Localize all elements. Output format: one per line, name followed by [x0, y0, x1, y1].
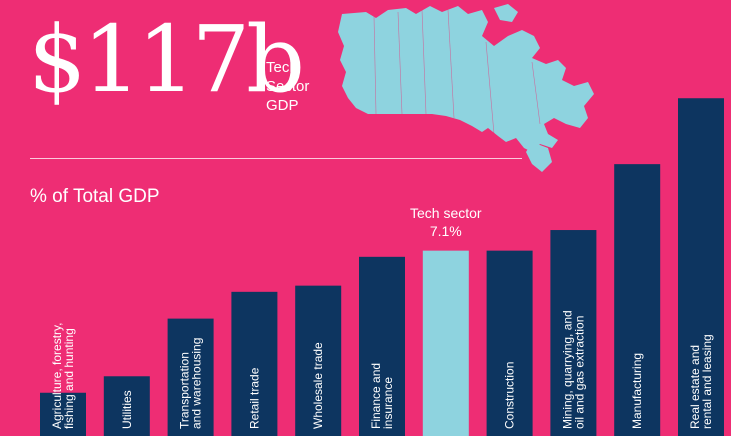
- headline-amount: $117b: [28, 6, 305, 113]
- bar-10: [678, 98, 724, 436]
- bar-5: [359, 256, 405, 436]
- bar-label-7: Construction: [503, 362, 517, 429]
- bar-label-0: Agriculture, forestry,fishing and huntin…: [50, 323, 76, 429]
- bar-1: [103, 376, 150, 436]
- chart-subtitle: % of Total GDP: [30, 186, 160, 207]
- bar-label-5: Finance andinsurance: [369, 363, 395, 429]
- canada-map-icon: [338, 4, 594, 172]
- bar-label-4: Wholesale trade: [311, 342, 325, 429]
- bar-label-10: Real estate andrental and leasing: [688, 334, 714, 429]
- headline-description-line-1: Tech: [266, 59, 298, 76]
- highlight-value: 7.1%: [429, 223, 462, 239]
- bar-label-1: Utilities: [120, 390, 134, 429]
- headline-description-line-2: Sector: [266, 78, 310, 95]
- headline-description: Tech Sector GDP: [266, 58, 336, 115]
- bar-9: [614, 164, 661, 436]
- bar-label-3: Retail trade: [247, 367, 261, 429]
- bar-label-8: Mining, quarrying, andoil and gas extrac…: [560, 310, 586, 429]
- bar-2: [167, 318, 214, 436]
- highlight-label: Tech sector 7.1%: [386, 204, 506, 240]
- bar-3: [231, 291, 278, 436]
- bar-0: [40, 392, 86, 436]
- bar-label-2: Transportationand warehousing: [178, 338, 204, 429]
- bar-label-9: Manufacturing: [630, 353, 644, 429]
- divider-line: [30, 158, 522, 159]
- bar-7: [486, 250, 533, 436]
- bar-6: [422, 250, 469, 436]
- bar-4: [295, 285, 342, 436]
- bar-8: [550, 230, 597, 436]
- highlight-name: Tech sector: [410, 205, 482, 221]
- headline-description-line-3: GDP: [266, 97, 299, 114]
